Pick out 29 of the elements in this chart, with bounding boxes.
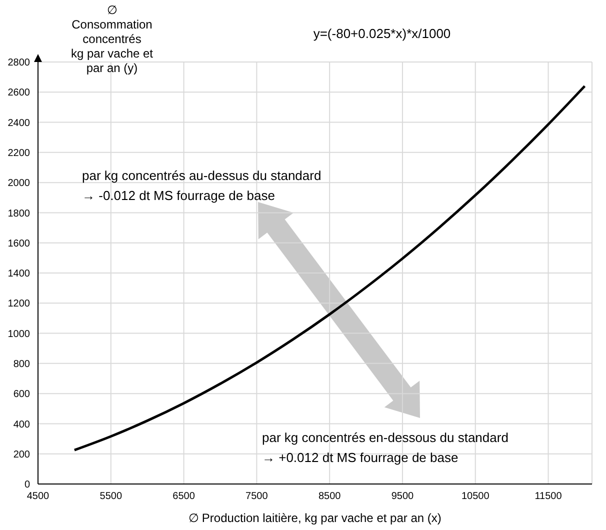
y-tick-label: 600 (13, 389, 30, 400)
y-tick-label: 1600 (8, 238, 30, 250)
x-tick-label: 9500 (391, 491, 414, 502)
y-axis-title: ∅ Consommation concentrés kg par vache et par an (y) (70, 3, 154, 75)
y-tick-label: 400 (13, 419, 30, 430)
y-tick-label: 2600 (8, 88, 30, 99)
y-tick-label: 2200 (8, 148, 30, 159)
y-tick-label: 200 (13, 449, 30, 460)
annotation: par kg concentrés au-dessus du standard → -0.012 dt MS fourrage de base (82, 168, 322, 203)
y-tick-label: 0 (24, 480, 30, 491)
annotation: par kg concentrés en-dessous du standard → +0.012 dt MS fourrage de base (262, 430, 508, 465)
x-axis-title: ∅ Production laitière, kg par vache et par an (x) (188, 511, 442, 525)
y-tick-label: 800 (13, 358, 30, 370)
x-tick-label: 8500 (318, 491, 342, 502)
y-tick-label: 2800 (8, 58, 30, 69)
x-tick-label: 6500 (172, 491, 196, 502)
y-tick-label: 2000 (8, 178, 30, 190)
line-series (73, 84, 586, 452)
x-tick-label: 10500 (461, 491, 490, 502)
y-tick-label: 1200 (8, 298, 30, 310)
y-tick-label: 1000 (8, 328, 30, 340)
y-tick-label: 1800 (8, 208, 30, 220)
x-tick-label: 7500 (246, 491, 268, 502)
x-tick-label: 11500 (534, 491, 562, 502)
y-tick-label: 1400 (8, 268, 30, 280)
x-tick-label: 4500 (26, 491, 50, 502)
text: y=(-80+0.025*x)*x/1000 (313, 26, 451, 41)
x-tick-label: 5500 (100, 491, 122, 502)
y-tick-label: 2400 (8, 118, 30, 129)
